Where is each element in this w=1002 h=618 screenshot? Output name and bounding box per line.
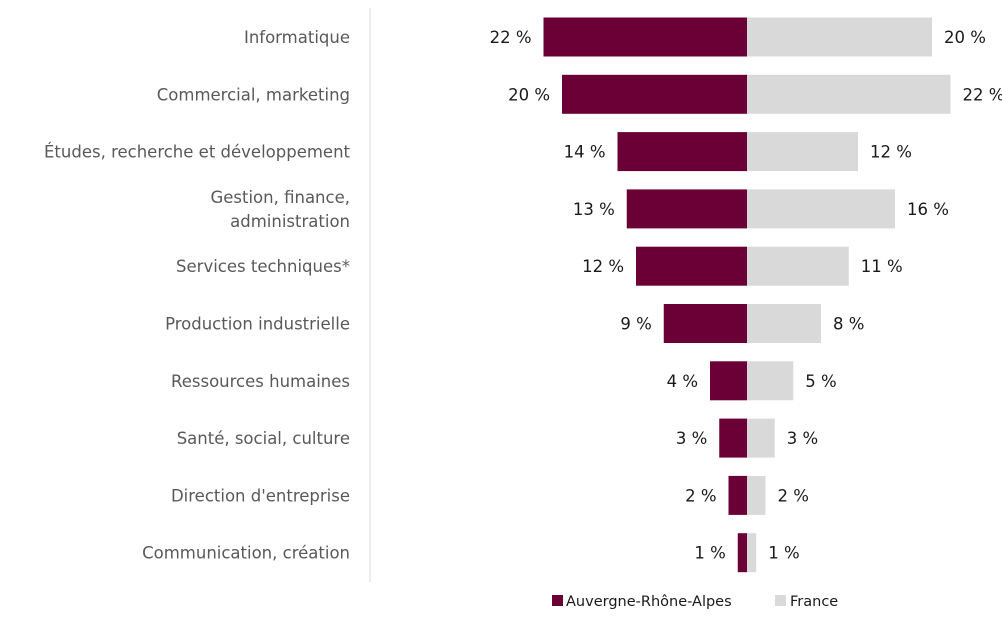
category-label: Gestion, finance, administration	[210, 188, 350, 231]
data-label-france: 22 %	[963, 85, 1002, 104]
bar-france	[747, 304, 821, 343]
legend-swatch-auvergne-rhone-alpes	[552, 595, 563, 606]
data-label-france: 12 %	[870, 143, 912, 162]
bar-france	[747, 246, 849, 286]
bar-france	[747, 17, 932, 57]
data-label-france: 2 %	[778, 486, 809, 505]
data-label-france: 5 %	[805, 372, 836, 391]
data-label-france: 16 %	[907, 200, 949, 219]
data-labels: 22 % 20 % 20 % 22 % 14 % 12 % 13 % 16 % 12 % 11 %…	[490, 28, 1002, 563]
data-label-auvergne-rhone-alpes: 4 %	[667, 372, 698, 391]
bar-france	[747, 533, 757, 573]
bar-auvergne-rhone-alpes	[663, 304, 747, 343]
data-label-auvergne-rhone-alpes: 12 %	[582, 257, 624, 276]
category-label: Direction d'entreprise	[171, 486, 350, 505]
data-label-france: 3 %	[787, 429, 818, 448]
bar-france	[747, 361, 794, 401]
category-label: Commercial, marketing	[157, 85, 350, 104]
bar-auvergne-rhone-alpes	[636, 246, 747, 286]
category-label: Production industrielle	[165, 315, 350, 334]
bar-france	[747, 74, 951, 114]
bar-france	[747, 418, 775, 458]
data-label-france: 11 %	[861, 257, 903, 276]
category-label: Informatique	[244, 28, 350, 47]
bar-france	[747, 475, 766, 515]
category-labels: Informatique Commercial, marketing Études,…	[44, 28, 351, 563]
category-label: Ressources humaines	[171, 372, 350, 391]
category-label: Communication, création	[142, 544, 350, 563]
data-label-auvergne-rhone-alpes: 14 %	[564, 143, 606, 162]
data-label-auvergne-rhone-alpes: 9 %	[620, 315, 651, 334]
bar-france	[747, 132, 858, 172]
legend: Auvergne-Rhône-Alpes France	[552, 594, 838, 610]
bar-auvergne-rhone-alpes	[737, 533, 747, 573]
category-label: Services techniques*	[176, 257, 350, 276]
data-label-france: 1 %	[768, 544, 799, 563]
category-label: Études, recherche et développement	[44, 143, 351, 162]
legend-label-auvergne-rhone-alpes: Auvergne-Rhône-Alpes	[566, 594, 732, 610]
data-label-auvergne-rhone-alpes: 1 %	[694, 544, 725, 563]
legend-label-france: France	[790, 594, 838, 610]
bar-auvergne-rhone-alpes	[719, 418, 747, 458]
category-label: Santé, social, culture	[177, 429, 350, 448]
bar-auvergne-rhone-alpes	[617, 132, 747, 172]
data-label-auvergne-rhone-alpes: 20 %	[508, 85, 550, 104]
data-label-auvergne-rhone-alpes: 3 %	[676, 429, 707, 448]
bar-auvergne-rhone-alpes	[562, 74, 747, 114]
data-label-auvergne-rhone-alpes: 2 %	[685, 486, 716, 505]
legend-swatch-france	[775, 595, 786, 606]
bar-auvergne-rhone-alpes	[728, 475, 747, 515]
data-label-auvergne-rhone-alpes: 13 %	[573, 200, 615, 219]
bar-france	[747, 189, 895, 229]
bar-auvergne-rhone-alpes	[543, 17, 747, 57]
data-label-france: 20 %	[944, 28, 986, 47]
bars	[543, 17, 951, 573]
bar-auvergne-rhone-alpes	[626, 189, 747, 229]
data-label-auvergne-rhone-alpes: 22 %	[490, 28, 532, 47]
data-label-france: 8 %	[833, 315, 864, 334]
bar-auvergne-rhone-alpes	[710, 361, 747, 401]
